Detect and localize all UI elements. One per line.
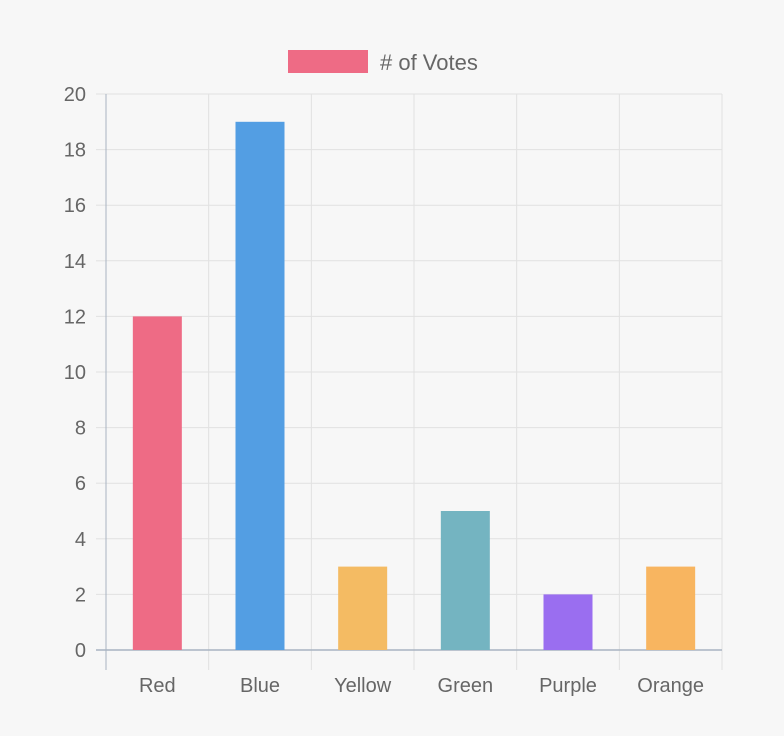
y-axis-tick-labels: 0 2 4 6 8 10 12 14 16 18 20: [64, 84, 86, 662]
y-tick-label: 12: [64, 306, 86, 328]
bars: [132, 121, 696, 651]
grid-lines: [96, 93, 723, 670]
y-tick-label: 20: [64, 84, 86, 106]
y-tick-label: 2: [75, 584, 86, 606]
bar-purple[interactable]: [543, 594, 593, 650]
bar-red[interactable]: [132, 316, 182, 650]
y-tick-label: 0: [75, 640, 86, 662]
legend-label[interactable]: # of Votes: [380, 50, 478, 75]
legend[interactable]: # of Votes: [288, 50, 478, 75]
x-axis-tick-labels: Red Blue Yellow Green Purple Orange: [139, 675, 704, 697]
x-tick-label: Orange: [637, 675, 704, 697]
y-tick-label: 14: [64, 251, 86, 273]
y-tick-label: 18: [64, 140, 86, 162]
axes: [96, 94, 722, 670]
bar-blue[interactable]: [235, 121, 285, 651]
y-tick-label: 6: [75, 473, 86, 495]
bar-yellow[interactable]: [338, 566, 388, 650]
y-tick-label: 4: [75, 529, 86, 551]
x-tick-label: Purple: [539, 675, 597, 697]
x-tick-label: Yellow: [334, 675, 392, 697]
x-tick-label: Green: [438, 675, 494, 697]
y-tick-label: 16: [64, 195, 86, 217]
x-tick-label: Blue: [240, 675, 280, 697]
x-tick-label: Red: [139, 675, 176, 697]
bar-green[interactable]: [440, 511, 490, 650]
legend-swatch[interactable]: [288, 50, 368, 73]
y-tick-label: 8: [75, 418, 86, 440]
y-tick-label: 10: [64, 362, 86, 384]
bar-orange[interactable]: [646, 566, 696, 650]
